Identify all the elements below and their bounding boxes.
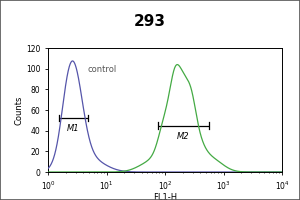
X-axis label: FL1-H: FL1-H <box>153 193 177 200</box>
Text: 293: 293 <box>134 14 166 29</box>
Text: control: control <box>88 65 117 74</box>
Text: M1: M1 <box>67 124 80 133</box>
Text: M2: M2 <box>177 132 190 141</box>
Y-axis label: Counts: Counts <box>14 95 23 125</box>
